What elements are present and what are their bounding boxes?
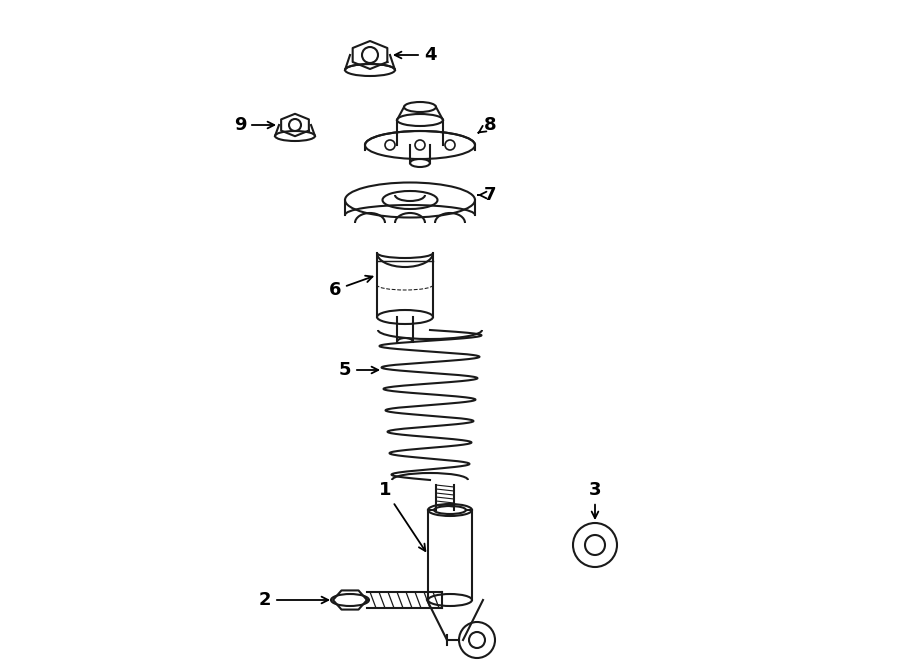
Text: 3: 3 — [589, 481, 601, 518]
Text: 8: 8 — [479, 116, 496, 134]
Text: 5: 5 — [338, 361, 378, 379]
Text: 6: 6 — [328, 276, 373, 299]
Text: 4: 4 — [395, 46, 436, 64]
Text: 1: 1 — [379, 481, 426, 551]
Text: 2: 2 — [259, 591, 328, 609]
Text: 9: 9 — [234, 116, 274, 134]
Text: 7: 7 — [478, 186, 496, 204]
